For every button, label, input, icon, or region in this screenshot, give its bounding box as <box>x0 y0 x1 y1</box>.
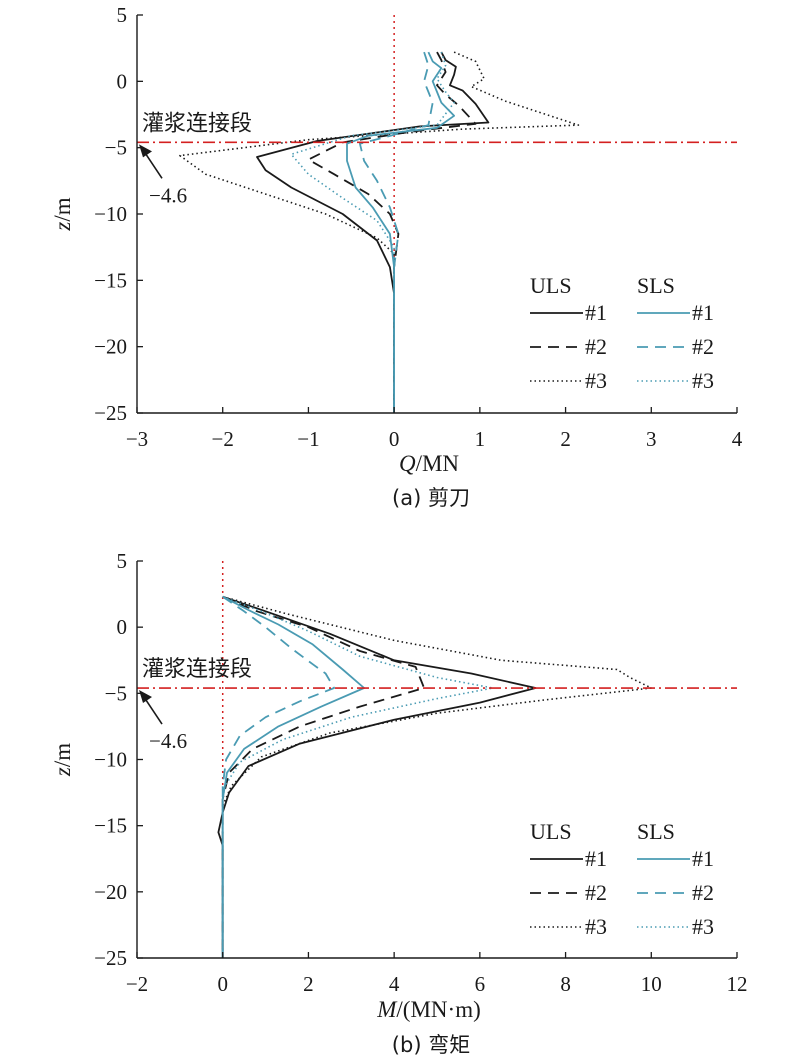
legend-label-sls-2: #2 <box>692 880 714 905</box>
x-tick-label: −3 <box>126 427 148 451</box>
legend-label-uls-1: #1 <box>585 300 607 325</box>
y-tick-label: −5 <box>105 136 127 160</box>
series-uls-2-line <box>221 595 425 958</box>
x-axis-label-variable: M <box>376 997 398 1022</box>
series-uls-1-line <box>256 51 490 413</box>
series-uls-3-line <box>179 51 580 413</box>
x-tick-label: −1 <box>297 427 319 451</box>
legend-label-sls-2: #2 <box>692 334 714 359</box>
x-tick-label: 2 <box>560 427 571 451</box>
y-tick-label: 5 <box>117 3 128 27</box>
y-tick-label: −10 <box>94 748 127 772</box>
legend-label-sls-1: #1 <box>692 300 714 325</box>
x-tick-label: 0 <box>389 427 400 451</box>
y-axis-label-unit: /m <box>50 743 75 767</box>
ref-value-label: −4.6 <box>149 729 187 753</box>
chart-panel-2: −2 0 2 4 6 8 10 1250−5−10−15−20−25M/(MN·m)z/m(b… <box>50 549 748 1057</box>
grout-section-label: 灌浆连接段 <box>142 657 252 682</box>
panel-caption: (b) 弯矩 <box>392 1033 470 1057</box>
legend-label-sls-3: #3 <box>692 368 714 393</box>
series-sls-3-line <box>221 595 494 958</box>
legend-label-uls-3: #3 <box>585 914 607 939</box>
x-tick-label: 12 <box>727 972 748 996</box>
legend-label-sls-1: #1 <box>692 846 714 871</box>
legend-label-uls-1: #1 <box>585 846 607 871</box>
series-sls-2-line <box>359 51 434 413</box>
x-axis-label: M/(MN·m) <box>376 997 481 1022</box>
annotation-arrow-head <box>139 690 152 704</box>
x-axis-label-unit: /(MN·m) <box>396 997 480 1022</box>
x-axis-label-variable: Q <box>399 451 416 476</box>
legend-label-uls-2: #2 <box>585 334 607 359</box>
legend-label-sls-3: #3 <box>692 914 714 939</box>
x-tick-label: 4 <box>732 427 743 451</box>
series-uls-1-line <box>217 595 537 958</box>
y-axis-label-unit: /m <box>50 197 75 221</box>
y-tick-label: −20 <box>94 880 127 904</box>
x-tick-label: −2 <box>212 427 234 451</box>
y-tick-label: −25 <box>94 401 127 425</box>
y-tick-label: −10 <box>94 202 127 226</box>
annotation-arrow-head <box>139 144 152 158</box>
y-axis-label: z/m <box>50 197 75 231</box>
y-axis-label-variable: z <box>50 767 75 777</box>
legend-label-uls-2: #2 <box>585 880 607 905</box>
x-axis-label: Q/MN <box>399 451 459 476</box>
x-tick-label: 3 <box>646 427 657 451</box>
x-axis-label-unit: /MN <box>416 451 460 476</box>
legend-group-sls: SLS <box>637 819 675 844</box>
y-axis-label: z/m <box>50 743 75 777</box>
y-tick-label: −5 <box>105 681 127 705</box>
x-tick-label: −2 <box>126 972 148 996</box>
series-sls-1-line <box>221 595 365 958</box>
legend-group-sls: SLS <box>637 273 675 298</box>
series-uls-3-line <box>221 595 653 958</box>
series-sls-3-line <box>290 51 455 413</box>
legend-group-uls: ULS <box>530 819 572 844</box>
series-sls-2-line <box>221 595 335 958</box>
y-tick-label: 0 <box>117 615 128 639</box>
x-tick-label: 1 <box>475 427 486 451</box>
y-tick-label: 5 <box>117 549 128 573</box>
y-tick-label: −25 <box>94 946 127 970</box>
ref-value-label: −4.6 <box>149 183 187 207</box>
y-tick-label: −20 <box>94 335 127 359</box>
panel-caption: (a) 剪刀 <box>392 486 470 510</box>
y-tick-label: −15 <box>94 268 127 292</box>
y-axis-label-variable: z <box>50 222 75 232</box>
x-tick-label: 2 <box>303 972 314 996</box>
series-sls-1-line <box>346 51 455 413</box>
chart-panel-1: −3 −2 −1 0 1 2 3 450−5−10−15−20−25Q/MNz/m(a) 剪刀… <box>50 3 743 510</box>
y-tick-label: 0 <box>117 69 128 93</box>
x-tick-label: 10 <box>641 972 662 996</box>
x-tick-label: 4 <box>389 972 400 996</box>
x-tick-label: 0 <box>217 972 228 996</box>
x-tick-label: 8 <box>560 972 571 996</box>
legend-group-uls: ULS <box>530 273 572 298</box>
x-tick-label: 6 <box>475 972 486 996</box>
legend-label-uls-3: #3 <box>585 368 607 393</box>
y-tick-label: −15 <box>94 814 127 838</box>
grout-section-label: 灌浆连接段 <box>142 111 252 136</box>
